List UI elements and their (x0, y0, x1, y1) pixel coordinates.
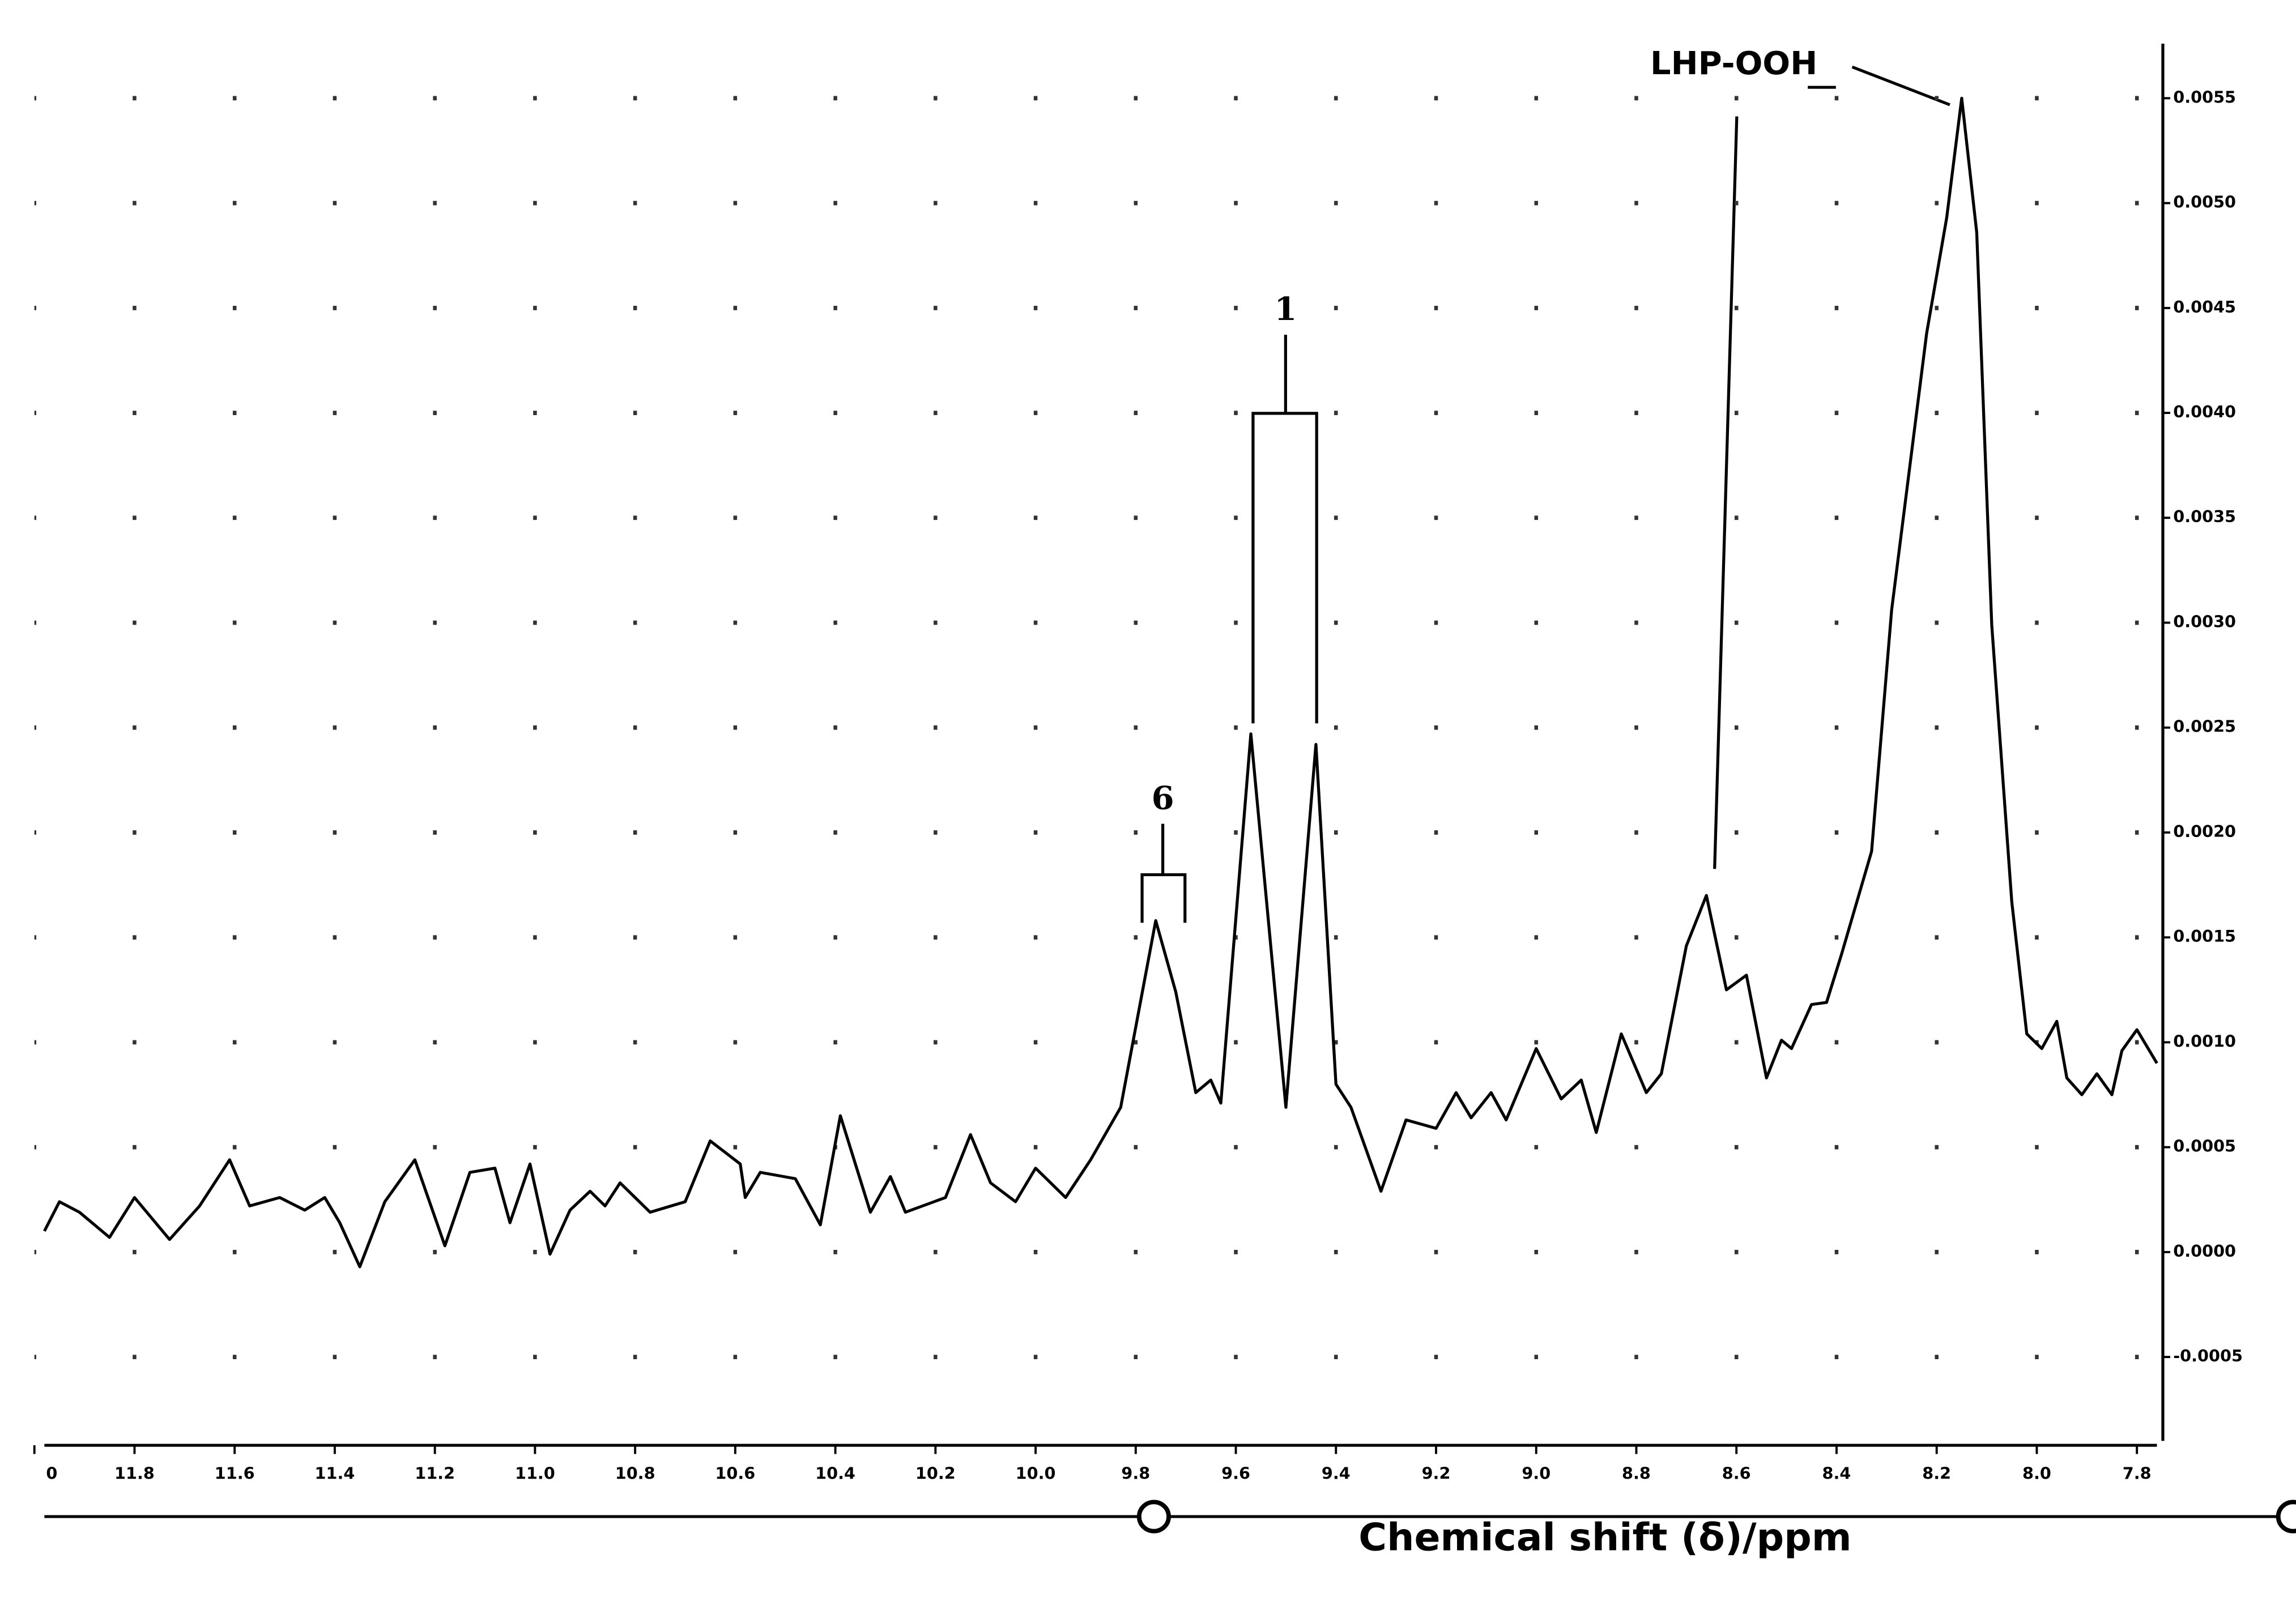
x-tick-label: 7.8 (2123, 1465, 2152, 1483)
x-tick-label: 0 (46, 1465, 57, 1483)
x-tick-label: 11.0 (515, 1465, 555, 1483)
x-tick-label: 8.4 (1822, 1465, 1851, 1483)
annotation: LHP-OOH (1650, 45, 1817, 82)
spectrum-line (43, 96, 2158, 1269)
y-tick-label: 0.0045 (2173, 298, 2236, 317)
x-tick-label: 10.6 (715, 1465, 755, 1483)
y-tick-label: 0.0015 (2173, 927, 2236, 946)
x-tick-label: 10.4 (815, 1465, 855, 1483)
x-axis-label: Chemical shift (δ)/ppm (1358, 1515, 1851, 1559)
x-tick-label: 10.0 (1016, 1465, 1056, 1483)
x-tick-label: 11.2 (415, 1465, 455, 1483)
y-tick-label: 0.0005 (2173, 1137, 2236, 1156)
annotation: 6 (1152, 779, 1174, 817)
y-tick-label: 0.0030 (2173, 613, 2236, 631)
x-tick-label: 10.8 (615, 1465, 655, 1483)
y-tick-label: 0.0020 (2173, 822, 2236, 841)
slider-handle[interactable] (2276, 1500, 2296, 1534)
y-tick-label: 0.0035 (2173, 507, 2236, 526)
x-tick-label: 8.6 (1722, 1465, 1751, 1483)
bracket (1140, 823, 1187, 923)
x-tick-label: 10.2 (915, 1465, 956, 1483)
pointer (1713, 116, 1739, 869)
annotation: 1 (1274, 290, 1297, 327)
x-tick-label: 9.8 (1121, 1465, 1150, 1483)
pointer (1851, 65, 1950, 106)
x-tick-label: 9.4 (1322, 1465, 1351, 1483)
y-tick-label: 0.0055 (2173, 88, 2236, 107)
x-tick-label: 9.6 (1221, 1465, 1250, 1483)
bracket (1251, 335, 1318, 724)
x-tick-label: 9.0 (1522, 1465, 1550, 1483)
x-tick-label: 8.2 (1922, 1465, 1951, 1483)
x-tick-label: 11.6 (215, 1465, 255, 1483)
y-tick-label: 0.0000 (2173, 1242, 2236, 1261)
x-tick-label: 8.8 (1622, 1465, 1651, 1483)
y-tick-label: 0.0010 (2173, 1032, 2236, 1051)
y-tick-label: -0.0005 (2173, 1347, 2243, 1365)
y-tick-label: 0.0025 (2173, 718, 2236, 736)
y-tick-label: 0.0040 (2173, 403, 2236, 421)
x-tick-label: 11.8 (114, 1465, 155, 1483)
x-tick-label: 9.2 (1422, 1465, 1451, 1483)
x-tick-label: 11.4 (315, 1465, 355, 1483)
x-tick-label: 8.0 (2022, 1465, 2051, 1483)
slider-handle[interactable] (1136, 1500, 1171, 1534)
y-tick-label: 0.0050 (2173, 193, 2236, 212)
